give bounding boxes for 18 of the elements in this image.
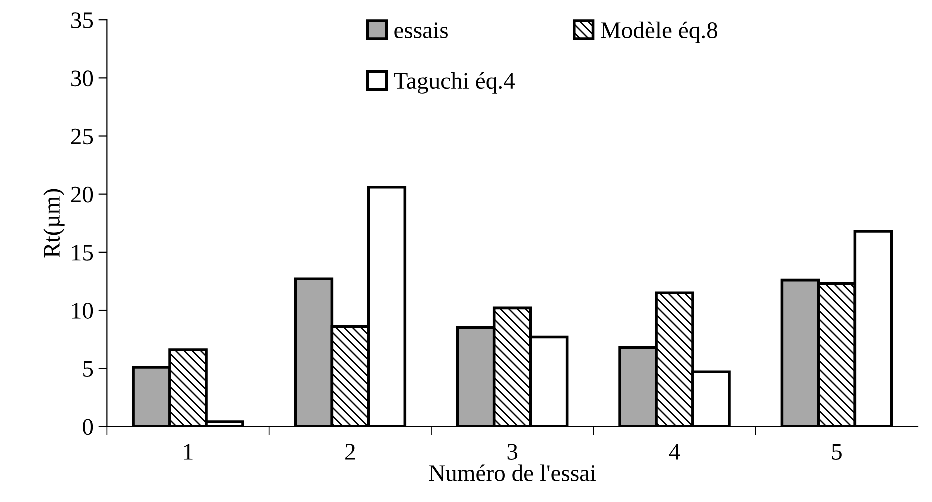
x-tick-label: 4 xyxy=(669,444,680,460)
x-tick-label: 3 xyxy=(508,444,518,460)
y-tick-label: 15 xyxy=(72,245,94,261)
x-tick-label: 5 xyxy=(832,444,842,460)
y-tick-label: 30 xyxy=(72,70,94,87)
legend-label: Taguchi éq.4 xyxy=(394,72,515,94)
legend-label: essais xyxy=(394,22,448,38)
y-tick-label: 0 xyxy=(83,419,94,436)
x-axis-title: Numéro de l'essai xyxy=(429,464,596,482)
y-tick-label: 35 xyxy=(72,12,94,29)
x-tick-label: 1 xyxy=(184,444,193,460)
y-tick-label: 5 xyxy=(84,361,94,378)
y-axis-title: Rt(µm) xyxy=(43,189,65,258)
y-tick-label: 20 xyxy=(71,186,94,203)
y-tick-label: 10 xyxy=(72,303,94,319)
legend-label: Modèle éq.8 xyxy=(601,22,718,44)
y-tick-label: 25 xyxy=(71,128,94,145)
x-tick-label: 2 xyxy=(346,444,356,460)
